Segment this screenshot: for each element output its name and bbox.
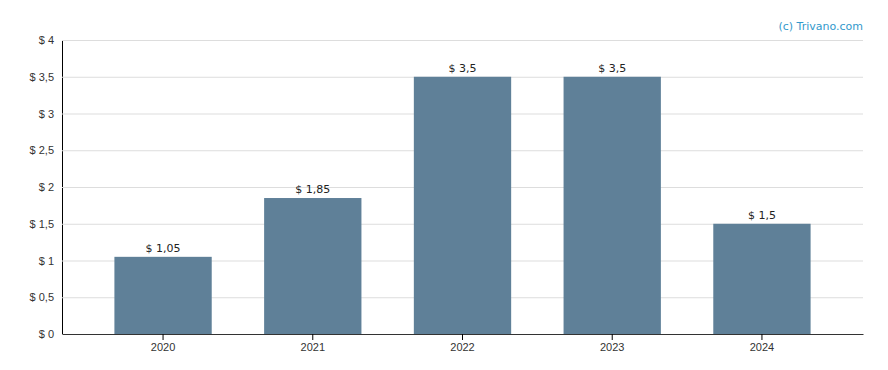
annotation: (c) Trivano.com: [778, 20, 863, 33]
data-label: $ 1,05: [146, 242, 181, 255]
x-tick: 2023: [600, 334, 624, 353]
bar: [264, 198, 361, 334]
y-tick-label: $ 1: [39, 255, 54, 267]
y-axis-line: [63, 41, 864, 335]
tick-mark: [312, 334, 313, 340]
x-tick-label: 2022: [450, 341, 474, 353]
x-tick: 2022: [450, 334, 474, 353]
y-axis: $ 0 $ 0,5 $ 1 $ 1,5 $ 2 $ 2,5 $ 3 $ 3,5 $ 4: [30, 34, 863, 340]
data-label: $ 3,5: [598, 62, 626, 75]
x-tick-label: 2020: [151, 341, 175, 353]
tick-mark: [612, 334, 613, 340]
y-tick-label: $ 0: [39, 328, 54, 340]
x-tick-label: 2021: [301, 341, 325, 353]
y-tick-label: $ 3,5: [30, 71, 54, 83]
bar: [564, 77, 661, 334]
tick-mark: [163, 334, 164, 340]
x-axis: 2020 2021 2022 2023 2024: [63, 334, 864, 353]
y-tick-label: $ 1,5: [30, 218, 54, 230]
y-tick-label: $ 0,5: [30, 291, 54, 303]
x-tick: 2020: [151, 334, 175, 353]
data-labels: $ 1,05 $ 1,85 $ 3,5 $ 3,5 $ 1,5: [146, 62, 776, 255]
bar: [713, 224, 810, 334]
y-tick-label: $ 3: [39, 108, 54, 120]
bars: [114, 77, 810, 334]
y-tick-label: $ 4: [39, 34, 54, 46]
bar: [114, 257, 211, 334]
data-label: $ 1,5: [748, 209, 776, 222]
data-label: $ 1,85: [295, 183, 330, 196]
x-tick-label: 2024: [750, 341, 774, 353]
grid-line: [62, 40, 863, 41]
data-label: $ 3,5: [449, 62, 477, 75]
chart: $ 0$ 0,5$ 1$ 1,5$ 2$ 2,5$ 3$ 3,5$ 420202…: [0, 0, 888, 370]
tick-mark: [761, 334, 762, 340]
x-tick: 2021: [301, 334, 325, 353]
bar: [414, 77, 511, 334]
x-tick-label: 2023: [600, 341, 624, 353]
y-tick-label: $ 2: [39, 181, 54, 193]
tick-mark: [462, 334, 463, 340]
plot: $ 0$ 0,5$ 1$ 1,5$ 2$ 2,5$ 3$ 3,5$ 420202…: [30, 20, 864, 353]
y-tick: $ 4: [39, 34, 863, 46]
x-tick: 2024: [750, 334, 774, 353]
y-tick-label: $ 2,5: [30, 144, 54, 156]
